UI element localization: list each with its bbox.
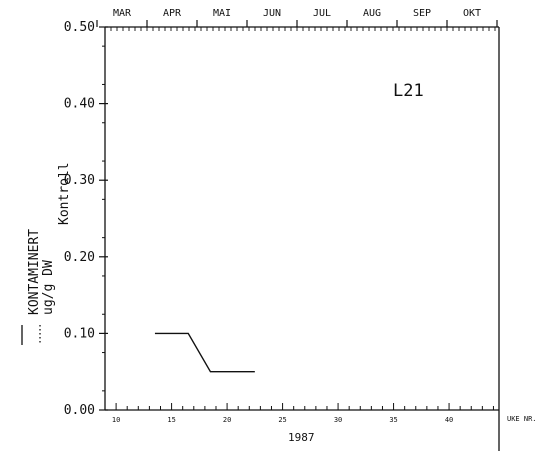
- month-label: OKT: [463, 8, 481, 19]
- x-tick-label: 15: [167, 416, 175, 424]
- month-label: APR: [163, 8, 182, 19]
- month-labels: MAR APR MAI JUN JUL AUG SEP OKT: [113, 8, 481, 19]
- y-tick-label: 0.50: [64, 20, 95, 35]
- month-label: MAI: [213, 8, 231, 19]
- x-tick-label: 40: [445, 416, 453, 424]
- x-tick-label: 20: [223, 416, 231, 424]
- ylabel-kontaminert: KONTAMINERT: [27, 229, 42, 315]
- month-label: MAR: [113, 8, 132, 19]
- x-tick-label: 25: [278, 416, 286, 424]
- x-tick-label: 30: [334, 416, 342, 424]
- month-label: JUN: [263, 8, 281, 19]
- y-tick-label: 0.40: [64, 97, 95, 112]
- axis-ticks: [96, 20, 498, 411]
- y-tick-label: 0.10: [64, 326, 95, 341]
- panel-label: L21: [393, 81, 424, 101]
- x-tick-label: 10: [112, 416, 120, 424]
- x-tick-labels: 10 15 20 25 30 35 40: [112, 416, 453, 424]
- month-label: SEP: [413, 8, 431, 19]
- year-label: 1987: [288, 431, 315, 444]
- x-tick-label: 35: [389, 416, 397, 424]
- y-tick-labels: 0.00 0.10 0.20 0.30 0.40 0.50: [64, 20, 95, 418]
- y-tick-label: 0.20: [64, 250, 95, 265]
- month-label: JUL: [313, 8, 331, 19]
- y-tick-label: 0.30: [64, 173, 95, 188]
- series-line: [154, 332, 255, 373]
- ylabel-kontroll: Kontroll: [57, 162, 72, 225]
- x-unit-label: UKE NR.: [507, 415, 537, 423]
- ylabel-unit: ug/g DW: [41, 260, 56, 315]
- month-label: AUG: [363, 8, 381, 19]
- y-tick-label: 0.00: [64, 403, 95, 418]
- series-group: [154, 332, 255, 373]
